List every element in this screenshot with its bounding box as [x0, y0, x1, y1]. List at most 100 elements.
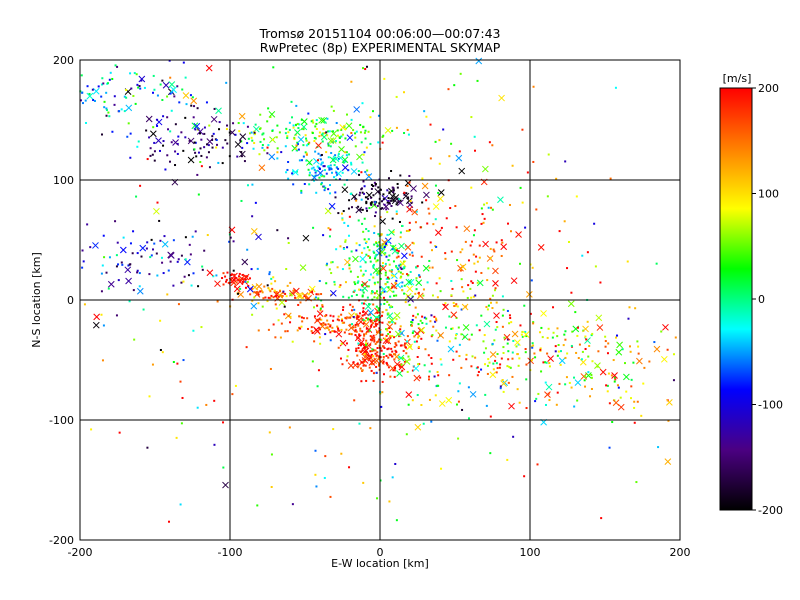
data-point [476, 374, 479, 377]
data-point [482, 340, 485, 343]
data-point [373, 325, 376, 328]
data-point [257, 329, 260, 332]
data-point [310, 120, 313, 123]
data-point [179, 380, 182, 383]
data-point [428, 398, 431, 401]
data-point [159, 239, 162, 242]
data-point [350, 250, 353, 253]
data-point [494, 359, 497, 362]
data-point [318, 176, 321, 179]
data-point [324, 323, 327, 326]
data-point [489, 297, 492, 300]
data-point [336, 318, 339, 321]
data-point [319, 158, 322, 161]
data-point [476, 366, 479, 369]
data-point [89, 246, 92, 249]
data-point [215, 274, 218, 277]
data-point [162, 140, 165, 143]
data-point [236, 292, 239, 295]
data-point [343, 247, 346, 250]
data-point [316, 165, 319, 168]
data-point [193, 105, 196, 108]
data-point [394, 353, 397, 356]
data-point [548, 362, 551, 365]
data-point-cross [329, 137, 337, 144]
data-point [231, 393, 234, 396]
data-point [102, 234, 105, 237]
data-point [360, 188, 363, 191]
data-point [364, 170, 367, 173]
data-point [300, 316, 303, 319]
data-point [476, 79, 479, 82]
data-point-cross [404, 244, 412, 251]
data-point [378, 202, 381, 205]
data-point [382, 296, 385, 299]
data-point [373, 181, 376, 184]
data-point [392, 275, 395, 278]
data-point [384, 244, 387, 247]
data-point [103, 106, 106, 109]
data-point-cross [489, 351, 497, 358]
data-point-cross [405, 391, 413, 398]
data-point [318, 168, 321, 171]
data-point [132, 94, 135, 97]
data-point [590, 334, 593, 337]
data-point [382, 352, 385, 355]
data-point [381, 261, 384, 264]
data-point [407, 133, 410, 136]
data-point [540, 370, 543, 373]
colorbar-tick-label: 200 [758, 82, 779, 95]
data-point [518, 357, 521, 360]
data-point [347, 207, 350, 210]
data-point [589, 395, 592, 398]
data-point [275, 295, 278, 298]
data-point [380, 349, 383, 352]
y-axis-label: N-S location [km] [30, 252, 43, 348]
data-point [376, 273, 379, 276]
data-point [442, 128, 445, 131]
data-point [544, 381, 547, 384]
data-point [407, 230, 410, 233]
data-point [392, 260, 395, 263]
data-point [341, 133, 344, 136]
data-point-cross [258, 164, 266, 172]
data-point [370, 323, 373, 326]
data-point [271, 129, 274, 132]
data-point [469, 244, 472, 247]
data-point [566, 352, 569, 355]
data-point [367, 254, 370, 257]
data-point [282, 290, 285, 293]
data-point-cross [335, 330, 343, 338]
data-point-cross [191, 122, 199, 130]
data-point [292, 126, 295, 129]
data-point [340, 342, 343, 345]
data-point [166, 154, 169, 157]
plot-frame [79, 59, 681, 541]
data-point [361, 294, 364, 297]
data-point [507, 358, 510, 361]
data-point [146, 241, 149, 244]
data-point [252, 147, 255, 150]
data-point [127, 264, 130, 267]
data-point [341, 319, 344, 322]
data-point [340, 313, 343, 316]
data-point [333, 164, 336, 167]
data-point [113, 103, 116, 106]
data-point [480, 207, 483, 210]
data-point [250, 131, 253, 134]
data-point-cross [447, 345, 455, 353]
data-point [450, 327, 453, 330]
data-point [405, 245, 408, 248]
data-point [343, 321, 346, 324]
data-point-cross [347, 324, 355, 332]
data-point [312, 121, 315, 124]
data-point [597, 350, 600, 353]
data-point-cross [662, 323, 669, 331]
data-point [403, 132, 406, 135]
data-point [80, 74, 83, 77]
data-point [510, 321, 513, 324]
data-point [176, 362, 179, 365]
data-point [320, 183, 323, 186]
data-point [354, 334, 357, 337]
data-point [508, 322, 511, 325]
